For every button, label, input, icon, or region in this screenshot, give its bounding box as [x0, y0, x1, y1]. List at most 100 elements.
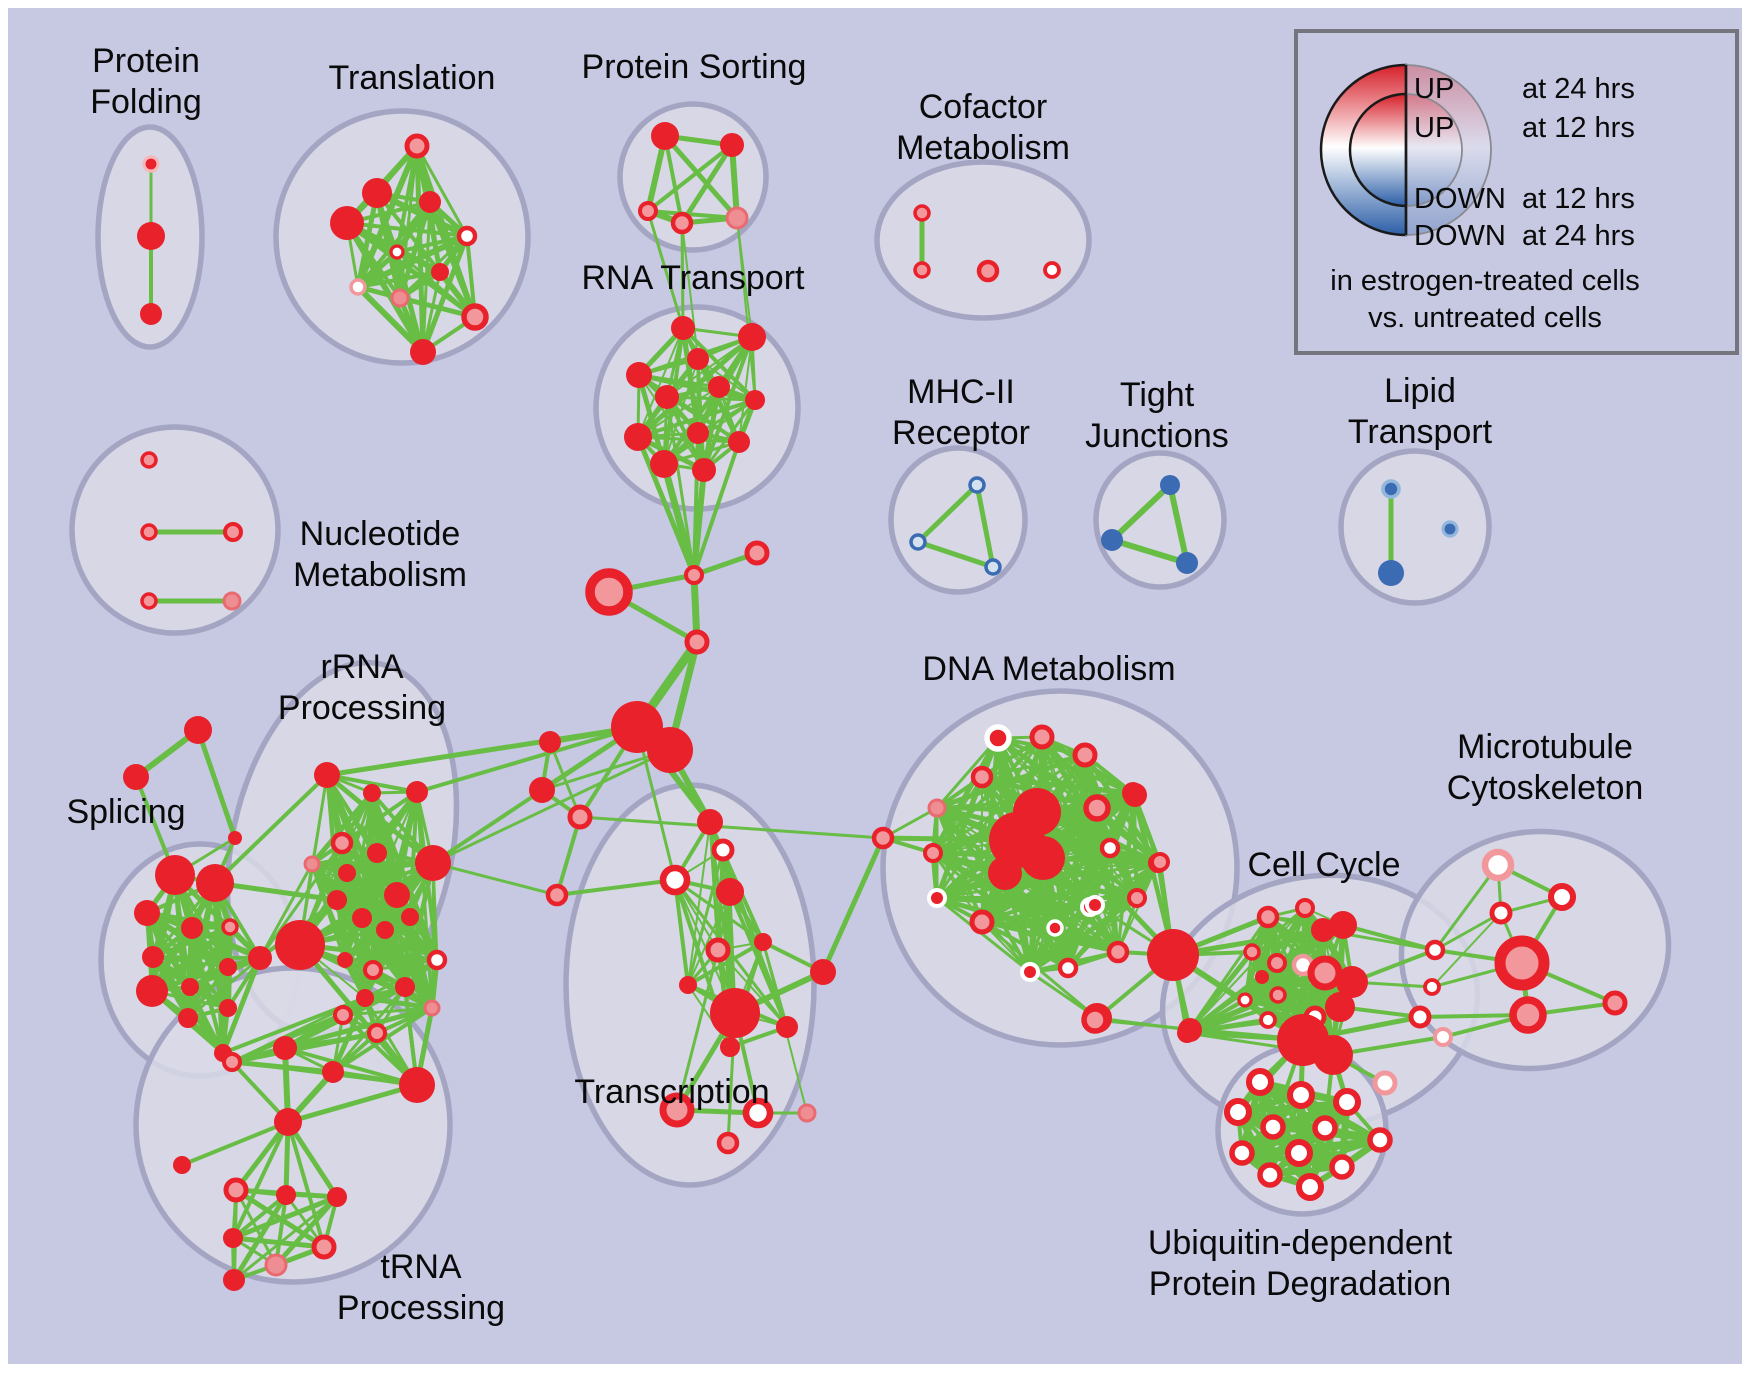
- legend-direction-3: DOWN: [1414, 220, 1506, 252]
- protein-sorting-mesh-edge: [646, 143, 734, 213]
- rna-transport-mesh-edge: [636, 372, 758, 403]
- network-edge: [285, 1082, 420, 1125]
- network-node-78: [303, 855, 321, 873]
- cluster-microtubule-cytoskeleton-label: Microtubule Cytoskeleton: [1447, 728, 1644, 807]
- legend-inner-ring-right: [1405, 93, 1463, 207]
- network-node-42: [529, 777, 555, 803]
- network-node-163: [1307, 955, 1343, 991]
- cluster-dna-metabolism-label: DNA Metabolism: [922, 650, 1175, 688]
- network-node-18: [725, 206, 749, 230]
- network-node-85: [376, 921, 394, 939]
- dna-mesh-edge: [1116, 791, 1135, 954]
- network-node-151: [1122, 782, 1144, 804]
- network-node-81: [415, 845, 451, 881]
- network-node-193: [1329, 1154, 1355, 1180]
- network-node-75: [363, 784, 381, 802]
- network-node-63: [134, 900, 160, 926]
- network-edge: [286, 1120, 326, 1249]
- rna-transport-mesh-edge: [701, 384, 722, 473]
- cluster-lipid-transport-label: Lipid Transport: [1348, 372, 1493, 451]
- network-node-149: [1147, 929, 1199, 981]
- legend-time-0: at 24 hrs: [1522, 73, 1635, 105]
- cluster-ubiquitin-degradation-label-line-1: Protein Degradation: [1149, 1265, 1451, 1303]
- network-node-121: [659, 1092, 695, 1128]
- network-edge: [1131, 791, 1175, 957]
- network-node-4: [362, 178, 392, 208]
- network-node-165: [1325, 992, 1355, 1022]
- network-node-106: [223, 1269, 245, 1291]
- network-node-160: [1237, 992, 1253, 1008]
- network-node-38: [684, 629, 710, 655]
- rna-transport-mesh-edge: [636, 435, 741, 444]
- network-node-15: [720, 133, 744, 157]
- network-node-26: [626, 362, 652, 388]
- cluster-trna-processing-label-line-0: tRNA: [380, 1248, 462, 1286]
- dna-mesh-edge: [935, 736, 1000, 810]
- cluster-tight-junctions-label-line-1: Junctions: [1085, 417, 1229, 455]
- network-node-155: [1243, 943, 1261, 961]
- network-node-45: [140, 523, 158, 541]
- transcription-mesh-edge: [686, 940, 765, 987]
- network-node-97: [399, 1067, 435, 1103]
- network-node-27: [708, 376, 730, 398]
- network-node-80: [338, 864, 356, 882]
- dna-mesh-edge: [1027, 790, 1136, 975]
- network-node-169: [1313, 1035, 1353, 1075]
- rrna-mesh-edge: [298, 861, 435, 947]
- splicing-mesh-edge: [151, 955, 262, 960]
- network-node-96: [322, 1061, 344, 1083]
- network-node-9: [431, 263, 449, 281]
- network-node-171: [1423, 978, 1441, 996]
- cluster-cofactor-metabolism-bubble: [874, 159, 1092, 321]
- network-node-13: [410, 339, 436, 365]
- network-node-142: [1127, 888, 1147, 908]
- network-node-92: [395, 977, 415, 997]
- rrna-mesh-edge: [310, 862, 367, 1000]
- network-node-131: [1083, 794, 1111, 822]
- network-node-23: [671, 316, 695, 340]
- cluster-cofactor-metabolism-label-line-1: Metabolism: [896, 129, 1070, 167]
- network-node-65: [221, 918, 239, 936]
- translation-mesh-edge: [420, 233, 470, 355]
- cluster-cofactor-metabolism-label-line-0: Cofactor: [919, 88, 1048, 126]
- network-node-76: [406, 781, 428, 803]
- network-node-2: [140, 303, 162, 325]
- network-edge: [578, 815, 885, 840]
- legend-footer-line-1: vs. untreated cells: [1368, 302, 1602, 334]
- network-edge: [736, 217, 756, 401]
- cell-cycle-mesh-edge: [1185, 928, 1325, 1035]
- network-node-187: [1223, 1097, 1253, 1127]
- network-node-72: [219, 999, 237, 1017]
- trna-sub-mesh-edge: [232, 1195, 339, 1282]
- network-node-84: [352, 908, 372, 928]
- network-node-116: [679, 976, 697, 994]
- trna-sub-mesh-edge: [231, 1193, 288, 1240]
- cluster-protein-folding-label-line-0: Protein: [92, 42, 200, 80]
- legend-direction-1: UP: [1414, 112, 1454, 144]
- network-node-183: [1372, 1070, 1398, 1096]
- rna-transport-mesh-edge: [637, 327, 684, 438]
- protein-sorting-mesh-edge: [679, 142, 735, 226]
- network-node-179: [1489, 901, 1513, 925]
- network-node-109: [697, 809, 723, 835]
- network-node-30: [687, 422, 709, 444]
- network-node-41: [539, 731, 561, 753]
- network-node-61: [155, 855, 195, 895]
- legend: UP at 24 hrs UP at 12 hrs DOWN at 12 hrs DOWN a…: [1294, 29, 1739, 355]
- translation-mesh-edge: [355, 233, 470, 290]
- network-edge: [297, 942, 420, 1088]
- network-node-146: [1057, 957, 1079, 979]
- network-node-154: [1295, 898, 1315, 918]
- network-node-103: [276, 1185, 296, 1205]
- legend-time-3: at 24 hrs: [1522, 220, 1635, 252]
- network-node-145: [1020, 962, 1040, 982]
- network-node-132: [871, 826, 895, 850]
- cluster-mhc-ii-receptor-label: MHC-II Receptor: [892, 373, 1030, 452]
- cluster-cofactor-metabolism-label: Cofactor Metabolism: [896, 88, 1070, 167]
- cluster-protein-sorting-label: Protein Sorting: [582, 48, 807, 86]
- network-node-111: [659, 864, 691, 896]
- network-node-122: [742, 1097, 774, 1129]
- network-node-105: [223, 1228, 243, 1248]
- cluster-mhc-ii-receptor-bubble: [888, 445, 1028, 595]
- network-node-25: [687, 348, 709, 370]
